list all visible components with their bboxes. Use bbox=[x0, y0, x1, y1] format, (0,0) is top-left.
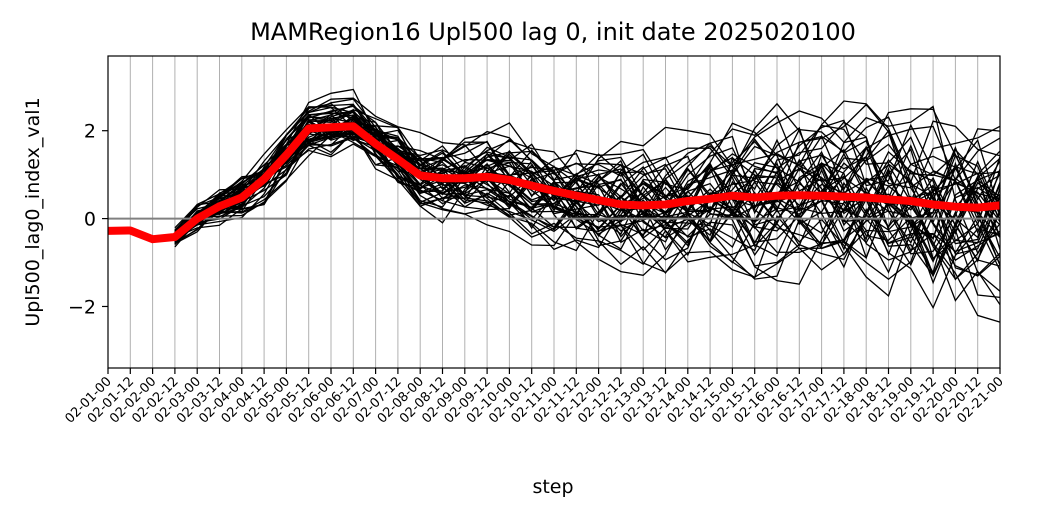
chart-title: MAMRegion16 Upl500 lag 0, init date 2025… bbox=[250, 18, 856, 46]
ensemble-member-line bbox=[174, 103, 1001, 243]
ensemble-member-line bbox=[174, 116, 1001, 231]
ensemble-member-line bbox=[174, 105, 1001, 255]
ensemble-member-line bbox=[174, 124, 1001, 292]
x-axis-label: step bbox=[532, 476, 573, 498]
y-axis-ticks: −2 0 2 bbox=[68, 121, 108, 318]
ensemble-member-line bbox=[174, 111, 1001, 233]
y-tick-label: 2 bbox=[84, 121, 96, 143]
y-axis-label: Upl500_lag0_index_val1 bbox=[22, 97, 44, 326]
ensemble-member-line bbox=[174, 109, 1001, 266]
ensemble-member-line bbox=[174, 106, 1001, 237]
y-tick-label: −2 bbox=[68, 296, 96, 318]
ensemble-member-line bbox=[174, 131, 1001, 274]
x-axis-ticks: 02-01-0002-01-1202-02-0002-02-1202-03-00… bbox=[62, 368, 1007, 427]
ensemble-member-line bbox=[174, 105, 1001, 242]
y-tick-label: 0 bbox=[84, 209, 96, 231]
ensemble-member-line bbox=[174, 130, 1001, 285]
ensemble-member-line bbox=[174, 88, 1001, 229]
ensemble-member-line bbox=[174, 119, 1001, 238]
mean-series-line bbox=[107, 122, 1001, 244]
ensemble-member-lines bbox=[174, 88, 1001, 323]
ensemble-mean-line bbox=[107, 122, 1001, 244]
